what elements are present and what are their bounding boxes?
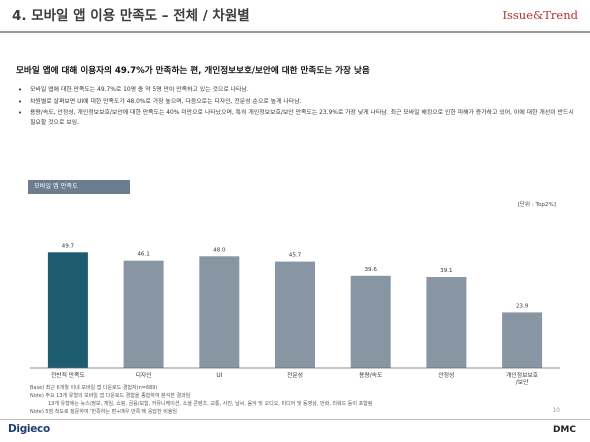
chart-section-label: 모바일 앱 만족도	[28, 180, 130, 194]
page-number: 10	[552, 407, 560, 414]
bullet-item: 용량/속도, 안정성, 개인정보보호/보안에 대한 만족도는 40% 미만으로 …	[16, 109, 576, 128]
dmc-logo: DMC	[552, 425, 576, 435]
chart-notes: Base) 최근 6개월 이내 모바일 앱 다운로드 경험자(n=689) No…	[30, 384, 372, 416]
category-label-3: UI	[216, 373, 222, 379]
data-label-1: 49.7	[62, 243, 75, 249]
data-label-3: 48.0	[213, 247, 226, 253]
category-label-6: 안정성	[438, 371, 454, 379]
brand-logo: Issue&Trend	[502, 8, 578, 22]
bar-6	[426, 277, 467, 368]
category-label-4: 전문성	[287, 371, 303, 379]
bar-5	[350, 275, 391, 368]
category-label-2: 디자인	[136, 371, 152, 379]
data-label-4: 45.7	[289, 253, 302, 259]
data-label-6: 39.1	[440, 268, 453, 274]
headline: 모바일 앱에 대해 이용자의 49.7%가 만족하는 편, 개인정보보호/보안에…	[16, 66, 370, 76]
category-label-1: 전반적 만족도	[51, 371, 86, 379]
bar-2	[123, 260, 164, 368]
summary-bullets: 모바일 앱에 대한 만족도는 49.7%로 10명 중 약 5명 만이 만족하고…	[16, 86, 576, 130]
data-label-7: 23.9	[516, 303, 529, 309]
digieco-logo: Digieco	[8, 423, 50, 435]
data-label-2: 46.1	[137, 252, 150, 258]
category-label-5: 용량/속도	[359, 371, 383, 379]
page-title: 4. 모바일 앱 이용 만족도 – 전체 / 차원별	[12, 8, 250, 24]
note-2: Note) 5점 척도로 질문하여 '만족하는 편+매우 만족'에 응답한 비율…	[30, 409, 178, 415]
bullet-item: 차원별로 살펴보면 UI에 대한 만족도가 48.0%로 가장 높으며, 다음으…	[16, 98, 576, 108]
note-base: Base) 최근 6개월 이내 모바일 앱 다운로드 경험자(n=689)	[30, 385, 158, 391]
bar-7	[502, 312, 543, 368]
bar-3	[199, 256, 240, 368]
header: 4. 모바일 앱 이용 만족도 – 전체 / 차원별 Issue&Trend	[0, 0, 590, 32]
data-label-5: 39.6	[364, 267, 377, 273]
unit-label: [단위 : Top2%]	[517, 202, 556, 208]
category-label-7: 개인정보보호/보안	[506, 371, 539, 386]
bullet-item: 모바일 앱에 대한 만족도는 49.7%로 10명 중 약 5명 만이 만족하고…	[16, 86, 576, 96]
bar-4	[275, 261, 315, 368]
footer-divider	[0, 419, 590, 420]
note-1: Note) 주요 13개 유형의 모바일 앱 다운로드 경험을 종합하여 분석한…	[30, 393, 191, 399]
header-divider	[0, 31, 590, 33]
bar-1	[47, 252, 88, 368]
note-1-detail: 13개 유형에는 뉴스/정보, 게임, 쇼핑, 금융/보험, 커뮤니케이션, 소…	[48, 401, 373, 407]
